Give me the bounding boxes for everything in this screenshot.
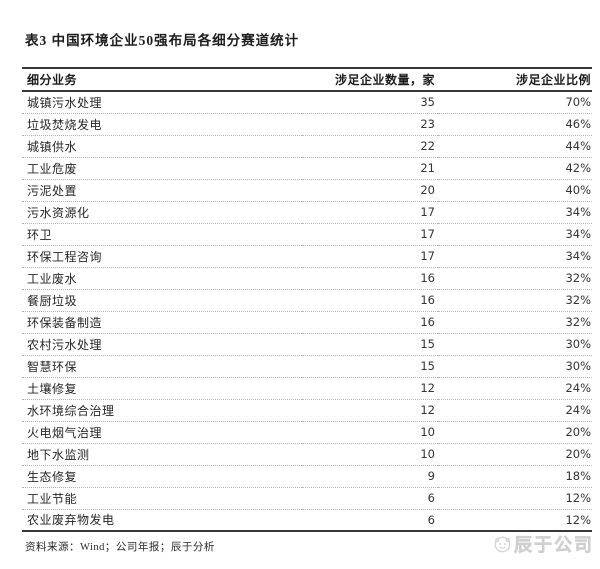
table-row: 生态修复 9 18% [22,465,592,487]
table-row: 农村污水处理 15 30% [22,333,592,355]
ratio-cell: 30% [565,359,591,373]
watermark: 辰于公司 [494,531,594,557]
ratio-cell: 24% [565,381,591,395]
segment-stats-table: 细分业务 涉足企业数量，家 涉足企业比例 城镇污水处理 35 70% 垃圾焚烧发… [22,67,592,532]
business-cell: 餐厨垃圾 [27,293,78,308]
count-cell: 22 [420,139,435,153]
business-cell: 垃圾焚烧发电 [27,117,103,132]
count-cell: 21 [420,161,435,175]
table-row: 地下水监测 10 20% [22,443,592,465]
count-cell: 16 [420,293,435,307]
business-cell: 城镇污水处理 [27,95,103,110]
table-row: 工业危废 21 42% [22,157,592,179]
business-cell: 工业废水 [27,271,78,286]
table-row: 水环境综合治理 12 24% [22,399,592,421]
count-cell: 23 [420,117,435,131]
column-header-count: 涉足企业数量，家 [334,73,435,87]
column-header-business: 细分业务 [27,73,78,87]
business-cell: 工业节能 [27,491,78,506]
table-row: 智慧环保 15 30% [22,355,592,377]
table-row: 工业节能 6 12% [22,487,592,509]
count-cell: 16 [420,271,435,285]
chenyu-face-logo-icon [494,536,511,553]
count-cell: 12 [420,403,435,417]
count-cell: 17 [420,227,435,241]
count-cell: 15 [420,359,435,373]
ratio-cell: 30% [565,337,591,351]
count-cell: 10 [420,447,435,461]
count-cell: 16 [420,315,435,329]
count-cell: 12 [420,381,435,395]
business-cell: 环卫 [27,227,53,242]
ratio-cell: 34% [565,249,591,263]
business-cell: 城镇供水 [27,139,78,154]
table-row: 垃圾焚烧发电 23 46% [22,113,592,135]
count-cell: 17 [420,249,435,263]
business-cell: 地下水监测 [27,447,90,462]
ratio-cell: 70% [565,95,591,110]
table-header: 细分业务 涉足企业数量，家 涉足企业比例 [22,68,592,91]
table-row: 环保装备制造 16 32% [22,311,592,333]
count-cell: 10 [420,425,435,439]
table-row: 土壤修复 12 24% [22,377,592,399]
business-cell: 农村污水处理 [27,337,103,352]
ratio-cell: 32% [565,315,591,329]
ratio-cell: 40% [565,183,591,197]
ratio-cell: 12% [565,491,591,505]
count-cell: 15 [420,337,435,351]
table-row: 城镇污水处理 35 70% [22,91,592,113]
table-row: 环保工程咨询 17 34% [22,245,592,267]
table-row: 环卫 17 34% [22,223,592,245]
count-cell: 20 [420,183,435,197]
table-body: 城镇污水处理 35 70% 垃圾焚烧发电 23 46% 城镇供水 22 44% … [22,91,592,531]
business-cell: 环保装备制造 [27,315,103,330]
ratio-cell: 20% [565,447,591,461]
ratio-cell: 42% [565,161,591,175]
page-title: 表3 中国环境企业50强布局各细分赛道统计 [25,33,300,48]
table-row: 污泥处置 20 40% [22,179,592,201]
ratio-cell: 46% [565,117,591,131]
table-header-row: 细分业务 涉足企业数量，家 涉足企业比例 [22,68,592,91]
count-cell: 17 [420,205,435,219]
business-cell: 污泥处置 [27,183,78,198]
count-cell: 35 [420,95,435,110]
table-row: 工业废水 16 32% [22,267,592,289]
business-cell: 工业危废 [27,161,78,176]
ratio-cell: 34% [565,227,591,241]
business-cell: 水环境综合治理 [27,403,115,418]
ratio-cell: 12% [565,512,591,527]
source-note: 资料来源：Wind；公司年报；辰于分析 [25,542,215,553]
business-cell: 污水资源化 [27,205,90,220]
ratio-cell: 44% [565,139,591,153]
business-cell: 生态修复 [27,469,78,484]
business-cell: 农业废弃物发电 [27,513,115,528]
business-cell: 土壤修复 [27,381,78,396]
ratio-cell: 24% [565,403,591,417]
watermark-label: 辰于公司 [514,535,594,556]
count-cell: 6 [427,491,435,505]
business-cell: 火电烟气治理 [27,425,103,440]
column-header-ratio: 涉足企业比例 [515,73,591,87]
business-cell: 环保工程咨询 [27,249,103,264]
business-cell: 智慧环保 [27,359,78,374]
table-row: 城镇供水 22 44% [22,135,592,157]
table-row: 餐厨垃圾 16 32% [22,289,592,311]
count-cell: 9 [427,469,435,483]
ratio-cell: 32% [565,293,591,307]
ratio-cell: 32% [565,271,591,285]
table-row: 农业废弃物发电 6 12% [22,509,592,531]
count-cell: 6 [427,512,435,527]
table-row: 火电烟气治理 10 20% [22,421,592,443]
ratio-cell: 34% [565,205,591,219]
table-row: 污水资源化 17 34% [22,201,592,223]
ratio-cell: 20% [565,425,591,439]
ratio-cell: 18% [565,469,591,483]
